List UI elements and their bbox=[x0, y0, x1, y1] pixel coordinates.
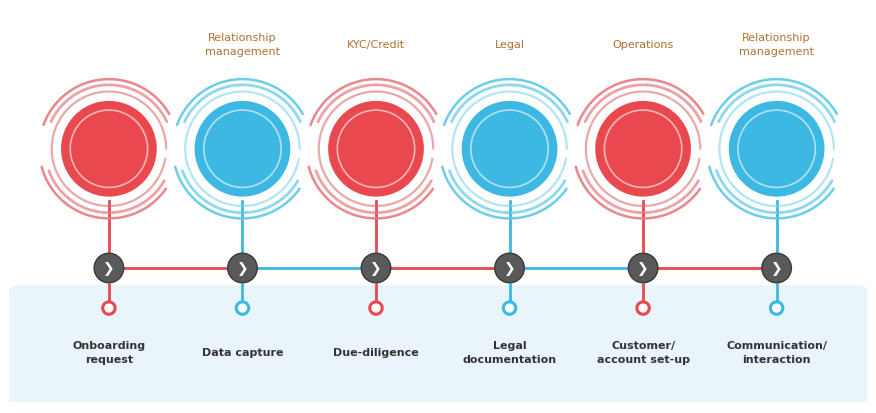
Circle shape bbox=[727, 100, 826, 199]
Text: ❯: ❯ bbox=[371, 261, 382, 275]
Text: Onboarding
request: Onboarding request bbox=[73, 340, 145, 364]
FancyBboxPatch shape bbox=[7, 285, 869, 408]
Text: Relationship
management: Relationship management bbox=[205, 33, 280, 57]
Text: Operations: Operations bbox=[612, 40, 674, 50]
Text: Legal: Legal bbox=[495, 40, 525, 50]
Circle shape bbox=[228, 254, 258, 283]
Text: ❯: ❯ bbox=[637, 261, 649, 275]
Text: Data capture: Data capture bbox=[201, 347, 283, 357]
Circle shape bbox=[94, 254, 124, 283]
Text: ❯: ❯ bbox=[504, 261, 515, 275]
Circle shape bbox=[370, 302, 382, 315]
Circle shape bbox=[60, 100, 159, 199]
Text: Communication/
interaction: Communication/ interaction bbox=[726, 340, 827, 364]
Circle shape bbox=[762, 254, 791, 283]
Text: ❯: ❯ bbox=[771, 261, 782, 275]
Circle shape bbox=[327, 100, 426, 199]
Text: Relationship
management: Relationship management bbox=[739, 33, 814, 57]
Text: KYC/Credit: KYC/Credit bbox=[347, 40, 405, 50]
Text: Due-diligence: Due-diligence bbox=[333, 347, 419, 357]
Circle shape bbox=[495, 254, 525, 283]
Circle shape bbox=[628, 254, 658, 283]
Text: ❯: ❯ bbox=[103, 261, 115, 275]
Circle shape bbox=[637, 302, 649, 315]
Circle shape bbox=[504, 302, 516, 315]
Circle shape bbox=[102, 302, 115, 315]
Circle shape bbox=[237, 302, 249, 315]
Circle shape bbox=[361, 254, 391, 283]
Circle shape bbox=[193, 100, 292, 199]
Circle shape bbox=[593, 100, 693, 199]
Circle shape bbox=[460, 100, 559, 199]
Text: Customer/
account set-up: Customer/ account set-up bbox=[597, 340, 689, 364]
Text: ❯: ❯ bbox=[237, 261, 248, 275]
Text: Legal
documentation: Legal documentation bbox=[463, 340, 556, 364]
Circle shape bbox=[770, 302, 783, 315]
